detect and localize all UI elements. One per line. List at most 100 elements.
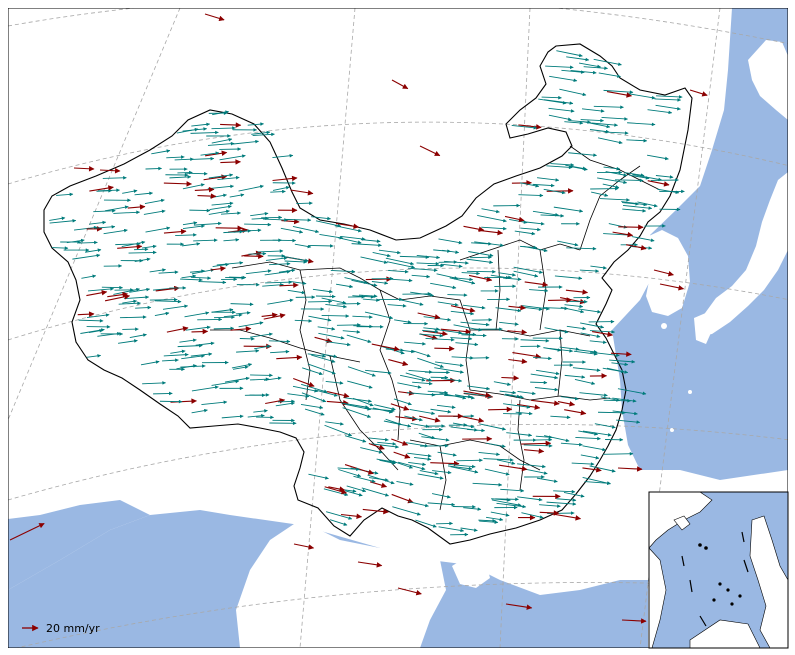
model-velocity-arrow (325, 304, 347, 309)
model-velocity-arrow (582, 445, 607, 452)
model-velocity-arrow (533, 356, 552, 361)
model-velocity-arrow (616, 419, 641, 424)
model-velocity-arrow (195, 341, 215, 346)
model-velocity-arrow (438, 526, 465, 533)
model-velocity-arrow (278, 399, 295, 404)
model-velocity-arrow (316, 389, 338, 397)
observed-velocity-arrow (362, 508, 389, 515)
model-velocity-arrow (223, 229, 244, 234)
model-velocity-arrow (388, 269, 409, 274)
observed-velocity-arrow (220, 159, 241, 165)
model-velocity-arrow (81, 274, 97, 279)
model-velocity-arrow (184, 311, 210, 318)
model-velocity-arrow (441, 377, 463, 383)
model-velocity-arrow (427, 390, 449, 395)
observed-velocity-arrow (463, 225, 485, 232)
model-velocity-arrow (336, 323, 361, 327)
model-velocity-arrow (594, 423, 616, 429)
model-velocity-arrow (400, 374, 426, 382)
model-velocity-arrow (338, 469, 362, 478)
model-velocity-arrow (540, 214, 565, 218)
model-velocity-arrow (442, 249, 460, 254)
model-velocity-arrow (219, 154, 246, 161)
model-velocity-arrow (481, 208, 500, 214)
model-velocity-arrow (647, 154, 669, 161)
model-velocity-arrow (337, 467, 360, 472)
model-velocity-arrow (435, 361, 464, 368)
observed-velocity-arrow (326, 399, 349, 406)
model-velocity-arrow (450, 426, 478, 432)
model-velocity-arrow (574, 379, 596, 385)
model-velocity-arrow (437, 301, 459, 307)
model-velocity-arrow (347, 366, 376, 377)
model-velocity-arrow (140, 360, 160, 366)
model-velocity-arrow (208, 173, 234, 179)
model-velocity-arrow (430, 408, 452, 414)
model-velocity-arrow (573, 350, 598, 356)
model-velocity-arrow (447, 293, 468, 297)
model-velocity-arrow (581, 108, 605, 113)
model-velocity-arrow (73, 225, 98, 231)
model-velocity-arrow (419, 333, 444, 338)
model-velocity-arrow (343, 397, 372, 403)
model-velocity-arrow (523, 443, 553, 448)
model-velocity-arrow (461, 271, 481, 276)
model-velocity-arrow (309, 244, 334, 248)
model-velocity-arrow (411, 349, 431, 358)
model-velocity-arrow (97, 188, 120, 193)
model-velocity-arrow (122, 299, 138, 304)
model-velocity-arrow (479, 423, 506, 431)
model-velocity-arrow (224, 376, 250, 383)
model-velocity-arrow (134, 257, 151, 262)
model-velocity-arrow (490, 274, 510, 280)
model-velocity-arrow (423, 327, 440, 331)
model-velocity-arrow (191, 408, 208, 414)
model-velocity-arrow (598, 410, 626, 415)
model-velocity-arrow (353, 475, 376, 483)
model-velocity-arrow (544, 327, 569, 334)
model-velocity-arrow (591, 191, 609, 197)
model-velocity-arrow (162, 304, 189, 310)
model-velocity-arrow (517, 496, 543, 502)
model-velocity-arrow (530, 380, 548, 385)
observed-velocity-arrow (498, 464, 528, 472)
model-velocity-arrow (496, 459, 516, 465)
observed-velocity-arrow (117, 243, 143, 250)
model-velocity-arrow (251, 216, 269, 221)
observed-velocity-arrow (565, 289, 589, 295)
model-velocity-arrow (412, 381, 433, 386)
model-velocity-arrow (408, 461, 427, 467)
observed-velocity-arrow (357, 561, 383, 568)
model-velocity-arrow (564, 121, 584, 125)
model-velocity-arrow (320, 353, 338, 358)
model-velocity-arrow (292, 385, 319, 393)
legend: 20 mm/yr (22, 622, 100, 635)
model-velocity-arrow (467, 385, 491, 391)
observed-velocity-arrow (279, 282, 299, 288)
observed-velocity-arrow (197, 193, 217, 199)
model-velocity-arrow (383, 420, 412, 428)
model-velocity-arrow (449, 277, 476, 285)
model-velocity-arrow (238, 184, 264, 192)
model-velocity-arrow (472, 482, 503, 487)
model-velocity-arrow (300, 404, 324, 410)
model-velocity-arrow (207, 141, 235, 146)
model-velocity-arrow (267, 298, 294, 305)
model-velocity-arrow (280, 227, 304, 234)
model-velocity-arrow (451, 356, 474, 360)
model-velocity-arrow (213, 326, 235, 331)
model-velocity-arrow (589, 129, 610, 134)
model-velocity-arrow (432, 493, 451, 499)
model-velocity-arrow (513, 270, 539, 278)
model-velocity-arrow (301, 383, 328, 393)
model-velocity-arrow (151, 149, 171, 155)
model-velocity-arrow (622, 208, 647, 213)
model-velocity-arrow (352, 295, 375, 299)
model-velocity-arrow (181, 242, 201, 247)
model-velocity-arrow (221, 414, 244, 419)
model-velocity-arrow (158, 270, 179, 274)
model-velocity-arrow (282, 255, 309, 263)
model-velocity-arrow (513, 266, 543, 274)
model-velocity-arrow (506, 432, 533, 437)
